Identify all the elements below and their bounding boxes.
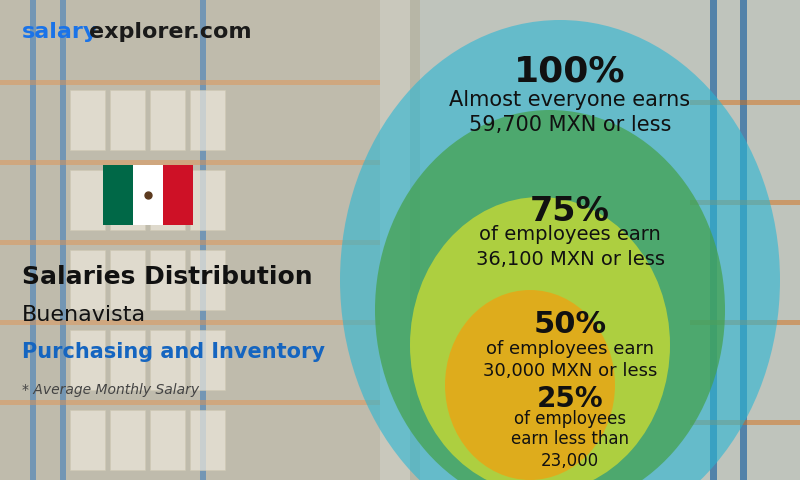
Bar (30, 0, 36, 480)
Text: of employees earn: of employees earn (486, 340, 654, 358)
Bar (200, 0, 206, 480)
Bar (690, 100, 800, 105)
Bar (0, 80, 380, 85)
Ellipse shape (375, 110, 725, 480)
Bar (0, 320, 380, 325)
Text: of employees earn: of employees earn (479, 225, 661, 244)
Ellipse shape (340, 20, 780, 480)
Text: Purchasing and Inventory: Purchasing and Inventory (22, 342, 325, 362)
Bar (150, 90, 185, 150)
Text: 36,100 MXN or less: 36,100 MXN or less (475, 250, 665, 269)
Bar (110, 410, 145, 470)
Text: Salaries Distribution: Salaries Distribution (22, 265, 313, 289)
Bar (70, 250, 105, 310)
Bar (380, 0, 800, 480)
Bar (70, 90, 105, 150)
Bar (0, 160, 380, 165)
Bar (190, 170, 225, 230)
Bar (740, 0, 747, 480)
Bar (0, 400, 380, 405)
Bar (60, 0, 66, 480)
Text: Buenavista: Buenavista (22, 305, 146, 325)
Bar (190, 410, 225, 470)
Text: Almost everyone earns: Almost everyone earns (450, 90, 690, 110)
Text: of employees: of employees (514, 410, 626, 428)
Bar (150, 410, 185, 470)
Bar (70, 170, 105, 230)
Bar (110, 250, 145, 310)
Bar (190, 250, 225, 310)
Ellipse shape (410, 197, 670, 480)
Bar (0, 0, 420, 480)
Text: 100%: 100% (514, 55, 626, 89)
Bar (70, 410, 105, 470)
Text: 50%: 50% (534, 310, 606, 339)
Bar (110, 170, 145, 230)
Text: * Average Monthly Salary: * Average Monthly Salary (22, 383, 199, 397)
Text: earn less than: earn less than (511, 430, 629, 448)
Bar (150, 250, 185, 310)
Bar (190, 90, 225, 150)
Bar (150, 330, 185, 390)
Bar (690, 420, 800, 425)
Bar (103, 165, 133, 225)
Text: explorer.com: explorer.com (89, 22, 252, 42)
Bar (150, 170, 185, 230)
Ellipse shape (445, 290, 615, 480)
Bar (690, 200, 800, 205)
Bar (0, 240, 380, 245)
Text: 23,000: 23,000 (541, 452, 599, 470)
Bar (0, 0, 410, 480)
Text: 75%: 75% (530, 195, 610, 228)
Bar (190, 330, 225, 390)
Text: 30,000 MXN or less: 30,000 MXN or less (483, 362, 657, 380)
Bar (163, 165, 193, 225)
Bar (110, 90, 145, 150)
Text: 59,700 MXN or less: 59,700 MXN or less (469, 115, 671, 135)
Bar (710, 0, 717, 480)
Bar (690, 320, 800, 325)
Bar (110, 330, 145, 390)
Bar (133, 165, 163, 225)
Bar (70, 330, 105, 390)
Text: 25%: 25% (537, 385, 603, 413)
Text: salary: salary (22, 22, 98, 42)
